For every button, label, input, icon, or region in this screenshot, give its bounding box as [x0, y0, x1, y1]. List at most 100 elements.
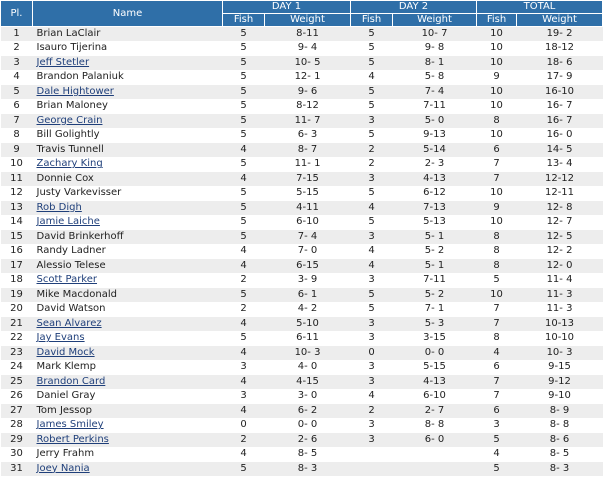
angler-profile-link[interactable]: Rob Digh: [36, 201, 82, 213]
table-header: Pl. Name DAY 1 DAY 2 TOTAL Fish Weight F…: [0, 0, 604, 27]
angler-profile-link[interactable]: George Crain: [36, 114, 103, 126]
day2-weight-cell: 3-15: [392, 331, 477, 346]
total-header: TOTAL: [475, 0, 604, 14]
angler-profile-link[interactable]: Brandon Card: [36, 375, 106, 387]
name-cell: Joey Nania: [32, 461, 223, 477]
table-row: 6 Brian Maloney 5 8-12 5 7-11 10 16- 7: [0, 99, 603, 114]
total-fish-cell: 10: [476, 215, 517, 230]
total-fish-cell: 6: [476, 360, 517, 375]
day1-fish-cell: 5: [222, 99, 265, 114]
day1-weight-cell: 10- 3: [264, 345, 351, 361]
day2-fish-cell: 2: [350, 157, 393, 172]
place-cell: 4: [0, 70, 33, 85]
total-weight-cell: 10-13: [516, 316, 603, 332]
place-cell: 12: [0, 186, 33, 201]
day2-fish-cell: 5: [350, 84, 393, 100]
angler-name: Donnie Cox: [36, 172, 94, 184]
total-weight-cell: 12- 7: [516, 215, 603, 230]
place-cell: 6: [0, 99, 33, 114]
day1-fish-cell: 2: [222, 432, 265, 448]
day2-weight-cell: 6-12: [392, 186, 477, 201]
place-cell: 16: [0, 244, 33, 259]
day2-weight-cell: 7-11: [392, 273, 477, 288]
place-cell: 31: [0, 461, 33, 477]
angler-profile-link[interactable]: Scott Parker: [36, 274, 98, 286]
total-weight-cell: 8- 9: [516, 403, 603, 419]
angler-profile-link[interactable]: Robert Perkins: [36, 433, 109, 445]
day2-weight-cell: 0- 0: [392, 345, 477, 361]
day2-weight-cell: 8- 1: [392, 55, 477, 71]
header-row-columns: Fish Weight Fish Weight Fish Weight: [1, 13, 604, 27]
table-row: 26 Daniel Gray 3 3- 0 4 6-10 7 9-10: [0, 389, 603, 404]
day2-weight-cell: 5-13: [392, 215, 477, 230]
day2-weight-cell: 10- 7: [392, 26, 477, 42]
day1-weight-cell: 9- 4: [264, 41, 351, 56]
angler-name: Mark Klemp: [36, 361, 96, 373]
name-cell: Daniel Gray: [32, 389, 223, 404]
place-cell: 13: [0, 200, 33, 216]
angler-profile-link[interactable]: Dale Hightower: [36, 85, 114, 97]
total-fish-cell: 4: [476, 447, 517, 462]
day1-weight-cell: 4-11: [264, 200, 351, 216]
angler-profile-link[interactable]: Jay Evans: [36, 332, 85, 344]
place-cell: 23: [0, 345, 33, 361]
total-fish-cell: 5: [476, 461, 517, 477]
table-row: 28 James Smiley 0 0- 0 3 8- 8 3 8- 8: [0, 418, 603, 433]
day1-fish-cell: 3: [222, 389, 265, 404]
day2-fish-cell: 3: [350, 432, 393, 448]
day2-fish-cell: 4: [350, 70, 393, 85]
total-fish-cell: 10: [476, 41, 517, 56]
day1-fish-cell: 4: [222, 258, 265, 274]
day1-weight-cell: 8-12: [264, 99, 351, 114]
place-cell: 10: [0, 157, 33, 172]
name-cell: Brian LaClair: [32, 26, 223, 42]
table-row: 23 David Mock 4 10- 3 0 0- 0 4 10- 3: [0, 345, 603, 361]
total-fish-cell: 3: [476, 418, 517, 433]
day1-weight-cell: 7- 0: [264, 244, 351, 259]
day2-fish-cell: 5: [350, 99, 393, 114]
name-cell: Rob Digh: [32, 200, 223, 216]
angler-profile-link[interactable]: Sean Alvarez: [36, 317, 102, 329]
total-weight-cell: 12- 5: [516, 229, 603, 245]
place-cell: 11: [0, 171, 33, 187]
day2-fish-cell: 5: [350, 128, 393, 143]
place-cell: 1: [0, 26, 33, 42]
name-cell: David Watson: [32, 302, 223, 317]
place-cell: 17: [0, 258, 33, 274]
table-row: 30 Jerry Frahm 4 8- 5 4 8- 5: [0, 447, 603, 462]
day2-fish-cell: 5: [350, 215, 393, 230]
day1-fish-cell: 4: [222, 142, 265, 158]
day1-weight-cell: 2- 6: [264, 432, 351, 448]
day1-fish-cell: 4: [222, 316, 265, 332]
angler-profile-link[interactable]: David Mock: [36, 346, 95, 358]
angler-profile-link[interactable]: James Smiley: [36, 419, 104, 431]
angler-profile-link[interactable]: Zachary King: [36, 158, 103, 170]
angler-profile-link[interactable]: Jamie Laiche: [36, 216, 100, 228]
day2-weight-cell: 4-13: [392, 374, 477, 390]
name-cell: Bill Golightly: [32, 128, 223, 143]
day1-weight-cell: 4-15: [264, 374, 351, 390]
table-row: 21 Sean Alvarez 4 5-10 3 5- 3 7 10-13: [0, 316, 603, 332]
name-cell: Isauro Tijerina: [32, 41, 223, 56]
place-cell: 7: [0, 113, 33, 129]
day1-weight-cell: 11- 7: [264, 113, 351, 129]
day1-fish-cell: 2: [222, 273, 265, 288]
table-row: 27 Tom Jessop 4 6- 2 2 2- 7 6 8- 9: [0, 403, 603, 419]
day1-fish-cell: 4: [222, 345, 265, 361]
name-cell: Dale Hightower: [32, 84, 223, 100]
day2-fish-cell: 5: [350, 302, 393, 317]
angler-profile-link[interactable]: Joey Nania: [36, 462, 90, 474]
day1-weight-cell: 8- 7: [264, 142, 351, 158]
angler-profile-link[interactable]: Jeff Stetler: [36, 56, 90, 68]
day1-fish-cell: 5: [222, 157, 265, 172]
place-header: Pl.: [0, 0, 33, 27]
name-cell: Robert Perkins: [32, 432, 223, 448]
day2-weight-cell: 5-15: [392, 360, 477, 375]
table-row: 3 Jeff Stetler 5 10- 5 5 8- 1 10 18- 6: [0, 55, 603, 71]
table-row: 19 Mike Macdonald 5 6- 1 5 5- 2 10 11- 3: [0, 287, 603, 303]
total-weight-cell: 11- 3: [516, 302, 603, 317]
day2-weight-cell: 7-11: [392, 99, 477, 114]
total-weight-cell: 12- 0: [516, 258, 603, 274]
day1-fish-cell: 5: [222, 128, 265, 143]
day1-fish-cell: 4: [222, 171, 265, 187]
